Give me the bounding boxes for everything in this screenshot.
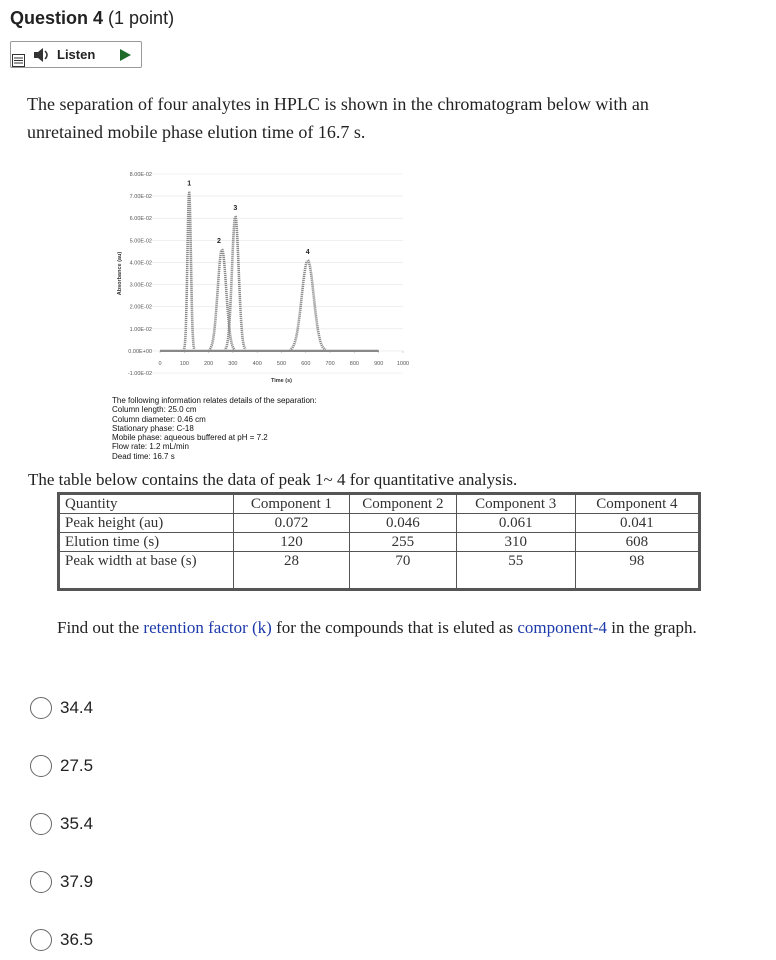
- menu-icon[interactable]: [12, 54, 25, 67]
- peak: [182, 191, 196, 351]
- y-tick-label: 6.00E-02: [130, 216, 152, 222]
- option-label: 37.9: [60, 872, 94, 891]
- info-line: Stationary phase: C-18: [112, 423, 194, 433]
- x-tick-label: 900: [374, 361, 383, 367]
- table-cell: 255: [349, 532, 457, 552]
- table-cell: Elution time (s): [58, 532, 234, 552]
- header-cell: Component 1: [232, 493, 351, 514]
- y-tick-label: 4.00E-02: [130, 260, 152, 266]
- y-tick-label: 5.00E-02: [130, 238, 152, 244]
- option-label: 35.4: [60, 814, 94, 833]
- table-cell: 70: [349, 551, 457, 590]
- header-cell: Component 4: [574, 493, 701, 514]
- table-cell: 608: [574, 532, 701, 552]
- separation-info: The following information relates detail…: [112, 396, 317, 461]
- table-cell: 0.046: [349, 513, 457, 533]
- question-header: Question 4 (1 point): [10, 8, 174, 29]
- y-tick-label: -1.00E-02: [128, 371, 152, 377]
- chromatogram: 8.00E-02 7.00E-02 6.00E-02 5.00E-02 4.00E-02…: [117, 172, 409, 384]
- speaker-icon: [34, 48, 48, 62]
- instruction: Find out the retention factor (k) for th…: [57, 614, 747, 642]
- y-axis-label: Absorbance (au): [117, 252, 123, 296]
- y-tick-label: 7.00E-02: [130, 194, 152, 200]
- question-title: Question 4: [10, 8, 104, 28]
- instruction-highlight: component-4: [517, 618, 608, 637]
- instruction-text: Find out the: [57, 618, 144, 637]
- table-cell: 55: [455, 551, 576, 590]
- table-cell: Peak height (au): [58, 513, 234, 533]
- table-cell: 98: [574, 551, 701, 590]
- x-axis-label: Time (s): [271, 378, 292, 384]
- instruction-text: for the compounds that is eluted as: [271, 618, 518, 637]
- y-tick-label: 8.00E-02: [130, 172, 152, 178]
- info-line: Column length: 25.0 cm: [112, 405, 197, 415]
- table-cell: 0.041: [574, 513, 701, 533]
- question-text: The separation of four analytes in HPLC …: [27, 94, 649, 142]
- x-tick-label: 600: [301, 361, 310, 367]
- peak: [288, 259, 327, 352]
- y-tick-label: 0.00E+00: [128, 349, 152, 355]
- table-row: Peak height (au) 0.072 0.046 0.061 0.041: [58, 513, 701, 533]
- option-label: 36.5: [60, 930, 94, 949]
- x-tick-label: 400: [253, 361, 262, 367]
- radio-button[interactable]: [30, 697, 52, 719]
- answer-option[interactable]: 37.9: [30, 870, 230, 896]
- table-row: Elution time (s) 120 255 310 608: [58, 532, 701, 552]
- table-cell: Peak width at base (s): [58, 551, 234, 590]
- x-tick-label: 800: [350, 361, 359, 367]
- peak-label: 4: [306, 249, 310, 256]
- option-label: 34.4: [60, 698, 94, 717]
- info-line: The following information relates detail…: [112, 396, 317, 405]
- answer-option[interactable]: 34.4: [30, 696, 230, 722]
- table-cell: 120: [232, 532, 351, 552]
- table-cell: 0.072: [232, 513, 351, 533]
- play-icon[interactable]: [119, 48, 133, 62]
- option-label: 27.5: [60, 756, 94, 775]
- instruction-highlight: retention factor (k): [143, 618, 272, 637]
- x-tick-label: 100: [180, 361, 189, 367]
- header-cell: Component 3: [455, 493, 576, 514]
- table-header-row: Quantity Component 1 Component 2 Component …: [58, 493, 701, 514]
- radio-button[interactable]: [30, 813, 52, 835]
- y-tick-label: 3.00E-02: [130, 283, 152, 289]
- x-tick-label: 300: [228, 361, 237, 367]
- table-row: Peak width at base (s) 28 70 55 98: [58, 551, 701, 590]
- table-cell: 310: [455, 532, 576, 552]
- listen-button[interactable]: Listen: [10, 41, 142, 68]
- x-tick-label: 0: [158, 361, 161, 367]
- question-points: (1 point): [108, 8, 175, 28]
- peak-label: 2: [217, 238, 221, 245]
- radio-button[interactable]: [30, 929, 52, 951]
- radio-button[interactable]: [30, 871, 52, 893]
- x-tick-label: 1000: [397, 361, 409, 367]
- listen-label: Listen: [57, 47, 96, 62]
- table-cell: 0.061: [455, 513, 576, 533]
- instruction-text: in the graph.: [607, 618, 697, 637]
- data-table: Quantity Component 1 Component 2 Component …: [57, 492, 701, 591]
- header-cell: Component 2: [349, 493, 457, 514]
- peak: [224, 215, 247, 352]
- header-cell: Quantity: [58, 493, 234, 514]
- info-line: Flow rate: 1.2 mL/min: [112, 442, 189, 452]
- peak-label: 1: [187, 181, 191, 188]
- y-tick-label: 1.00E-02: [130, 327, 152, 333]
- x-tick-label: 500: [277, 361, 286, 367]
- x-tick-label: 700: [326, 361, 335, 367]
- answer-option[interactable]: 36.5: [30, 928, 230, 954]
- x-tick-label: 200: [204, 361, 213, 367]
- radio-button[interactable]: [30, 755, 52, 777]
- info-line: Column diameter: 0.46 cm: [112, 414, 206, 424]
- table-caption: The table below contains the data of pea…: [28, 470, 518, 489]
- answer-option[interactable]: 35.4: [30, 812, 230, 838]
- y-tick-label: 2.00E-02: [130, 305, 152, 311]
- table-cell: 28: [232, 551, 351, 590]
- info-line: Mobile phase: aqueous buffered at pH = 7…: [112, 433, 268, 443]
- info-line: Dead time: 16.7 s: [112, 451, 175, 461]
- answer-option[interactable]: 27.5: [30, 754, 230, 780]
- peak-label: 3: [233, 205, 237, 212]
- peak: [207, 248, 236, 352]
